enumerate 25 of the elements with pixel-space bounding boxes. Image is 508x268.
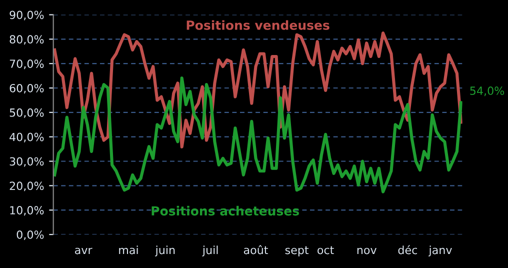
x-tick-label: oct xyxy=(318,246,334,254)
line-series xyxy=(53,76,462,194)
y-tick-label: 90,0% xyxy=(10,10,44,20)
x-tick-label: janv xyxy=(428,246,452,256)
y-tick-label: 10,0% xyxy=(10,206,44,216)
x-tick-label: nov xyxy=(357,248,376,254)
x-tick-label: sept xyxy=(285,246,309,256)
x-tick-label: août xyxy=(244,245,268,254)
y-tick-label: 30,0% xyxy=(10,157,44,167)
y-tick-label: 70,0% xyxy=(10,60,44,70)
y-tick-label: 60,0% xyxy=(10,84,44,94)
series-label: Positions vendeuses xyxy=(186,20,330,30)
y-tick-label: 20,0% xyxy=(10,182,44,192)
y-tick-label: 50,0% xyxy=(10,108,44,118)
series-label: Positions acheteuses xyxy=(152,206,299,216)
data-label: 54,0% xyxy=(470,86,504,96)
x-tick-label: avr xyxy=(75,248,92,254)
x-tick-label: mai xyxy=(119,246,138,254)
y-tick-label: 80,0% xyxy=(10,35,44,45)
y-tick-label: 0,0% xyxy=(16,230,44,240)
x-tick-label: juin xyxy=(155,246,175,256)
x-tick-label: juil xyxy=(202,246,218,256)
y-tick-label: 40,0% xyxy=(10,132,44,142)
line-series xyxy=(53,32,462,148)
x-tick-label: déc xyxy=(398,245,417,254)
